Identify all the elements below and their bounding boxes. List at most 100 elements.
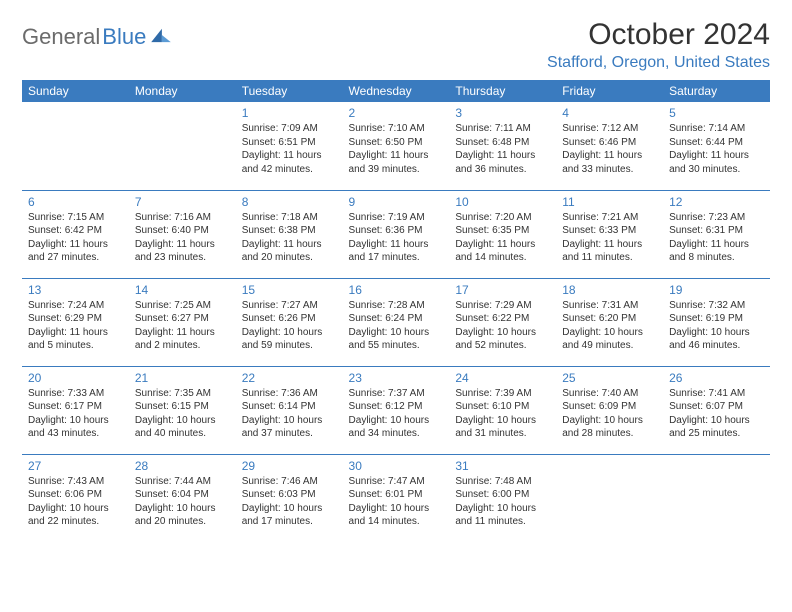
calendar-cell: 29Sunrise: 7:46 AMSunset: 6:03 PMDayligh… [236,454,343,542]
day-daylight1: Daylight: 11 hours [669,149,764,163]
day-sunrise: Sunrise: 7:35 AM [135,387,230,401]
day-daylight2: and 22 minutes. [28,515,123,529]
day-sunrise: Sunrise: 7:25 AM [135,299,230,313]
calendar-cell: 18Sunrise: 7:31 AMSunset: 6:20 PMDayligh… [556,278,663,366]
day-number: 7 [135,194,230,210]
day-number: 27 [28,458,123,474]
weekday-header: Tuesday [236,80,343,102]
day-daylight2: and 27 minutes. [28,251,123,265]
day-number: 8 [242,194,337,210]
day-sunset: Sunset: 6:20 PM [562,312,657,326]
calendar-cell: 3Sunrise: 7:11 AMSunset: 6:48 PMDaylight… [449,102,556,190]
day-daylight2: and 17 minutes. [242,515,337,529]
calendar-cell [129,102,236,190]
calendar-cell: 9Sunrise: 7:19 AMSunset: 6:36 PMDaylight… [343,190,450,278]
day-daylight1: Daylight: 10 hours [455,414,550,428]
calendar-cell: 16Sunrise: 7:28 AMSunset: 6:24 PMDayligh… [343,278,450,366]
day-daylight2: and 39 minutes. [349,163,444,177]
day-daylight2: and 28 minutes. [562,427,657,441]
day-sunrise: Sunrise: 7:46 AM [242,475,337,489]
day-daylight1: Daylight: 11 hours [135,238,230,252]
day-sunset: Sunset: 6:29 PM [28,312,123,326]
calendar-cell: 13Sunrise: 7:24 AMSunset: 6:29 PMDayligh… [22,278,129,366]
day-sunrise: Sunrise: 7:32 AM [669,299,764,313]
logo-word-2: Blue [102,24,146,50]
day-number: 16 [349,282,444,298]
day-sunrise: Sunrise: 7:09 AM [242,122,337,136]
day-daylight1: Daylight: 11 hours [349,238,444,252]
weekday-header: Sunday [22,80,129,102]
day-sunset: Sunset: 6:26 PM [242,312,337,326]
day-sunset: Sunset: 6:06 PM [28,488,123,502]
day-sunrise: Sunrise: 7:29 AM [455,299,550,313]
day-sunset: Sunset: 6:19 PM [669,312,764,326]
day-daylight1: Daylight: 10 hours [28,414,123,428]
weekday-header: Saturday [663,80,770,102]
day-sunrise: Sunrise: 7:18 AM [242,211,337,225]
day-daylight2: and 42 minutes. [242,163,337,177]
day-sunrise: Sunrise: 7:28 AM [349,299,444,313]
day-sunset: Sunset: 6:15 PM [135,400,230,414]
day-sunset: Sunset: 6:22 PM [455,312,550,326]
calendar-cell: 19Sunrise: 7:32 AMSunset: 6:19 PMDayligh… [663,278,770,366]
calendar-cell [556,454,663,542]
day-number: 19 [669,282,764,298]
logo: GeneralBlue [22,24,172,50]
day-number: 6 [28,194,123,210]
calendar-body: 1Sunrise: 7:09 AMSunset: 6:51 PMDaylight… [22,102,770,542]
day-sunrise: Sunrise: 7:27 AM [242,299,337,313]
day-sunset: Sunset: 6:00 PM [455,488,550,502]
day-sunrise: Sunrise: 7:14 AM [669,122,764,136]
day-sunrise: Sunrise: 7:40 AM [562,387,657,401]
calendar-cell: 11Sunrise: 7:21 AMSunset: 6:33 PMDayligh… [556,190,663,278]
day-number: 21 [135,370,230,386]
day-number: 15 [242,282,337,298]
calendar-cell: 25Sunrise: 7:40 AMSunset: 6:09 PMDayligh… [556,366,663,454]
calendar-cell: 26Sunrise: 7:41 AMSunset: 6:07 PMDayligh… [663,366,770,454]
page-title: October 2024 [547,18,770,52]
day-daylight2: and 14 minutes. [349,515,444,529]
calendar-cell: 21Sunrise: 7:35 AMSunset: 6:15 PMDayligh… [129,366,236,454]
day-daylight1: Daylight: 10 hours [562,414,657,428]
day-number: 4 [562,105,657,121]
day-number: 31 [455,458,550,474]
day-number: 3 [455,105,550,121]
day-number: 29 [242,458,337,474]
day-daylight2: and 11 minutes. [562,251,657,265]
calendar-cell: 20Sunrise: 7:33 AMSunset: 6:17 PMDayligh… [22,366,129,454]
calendar-cell: 10Sunrise: 7:20 AMSunset: 6:35 PMDayligh… [449,190,556,278]
day-daylight2: and 31 minutes. [455,427,550,441]
day-number: 24 [455,370,550,386]
calendar-cell: 1Sunrise: 7:09 AMSunset: 6:51 PMDaylight… [236,102,343,190]
day-number: 5 [669,105,764,121]
day-daylight2: and 59 minutes. [242,339,337,353]
day-daylight2: and 17 minutes. [349,251,444,265]
day-sunset: Sunset: 6:03 PM [242,488,337,502]
day-daylight1: Daylight: 10 hours [349,414,444,428]
day-daylight1: Daylight: 10 hours [242,414,337,428]
day-daylight1: Daylight: 10 hours [562,326,657,340]
day-sunset: Sunset: 6:27 PM [135,312,230,326]
day-number: 25 [562,370,657,386]
location-subtitle: Stafford, Oregon, United States [547,54,770,72]
day-daylight1: Daylight: 10 hours [349,326,444,340]
calendar-cell: 24Sunrise: 7:39 AMSunset: 6:10 PMDayligh… [449,366,556,454]
day-number: 28 [135,458,230,474]
day-daylight1: Daylight: 10 hours [135,502,230,516]
calendar-cell: 27Sunrise: 7:43 AMSunset: 6:06 PMDayligh… [22,454,129,542]
day-sunrise: Sunrise: 7:15 AM [28,211,123,225]
day-daylight1: Daylight: 10 hours [135,414,230,428]
calendar-cell: 31Sunrise: 7:48 AMSunset: 6:00 PMDayligh… [449,454,556,542]
day-daylight1: Daylight: 11 hours [562,149,657,163]
day-daylight1: Daylight: 11 hours [135,326,230,340]
day-sunrise: Sunrise: 7:48 AM [455,475,550,489]
day-number: 26 [669,370,764,386]
day-daylight2: and 20 minutes. [242,251,337,265]
day-daylight1: Daylight: 10 hours [455,502,550,516]
day-daylight2: and 5 minutes. [28,339,123,353]
day-number: 13 [28,282,123,298]
day-sunset: Sunset: 6:51 PM [242,136,337,150]
calendar-cell: 12Sunrise: 7:23 AMSunset: 6:31 PMDayligh… [663,190,770,278]
day-daylight2: and 43 minutes. [28,427,123,441]
weekday-header: Thursday [449,80,556,102]
